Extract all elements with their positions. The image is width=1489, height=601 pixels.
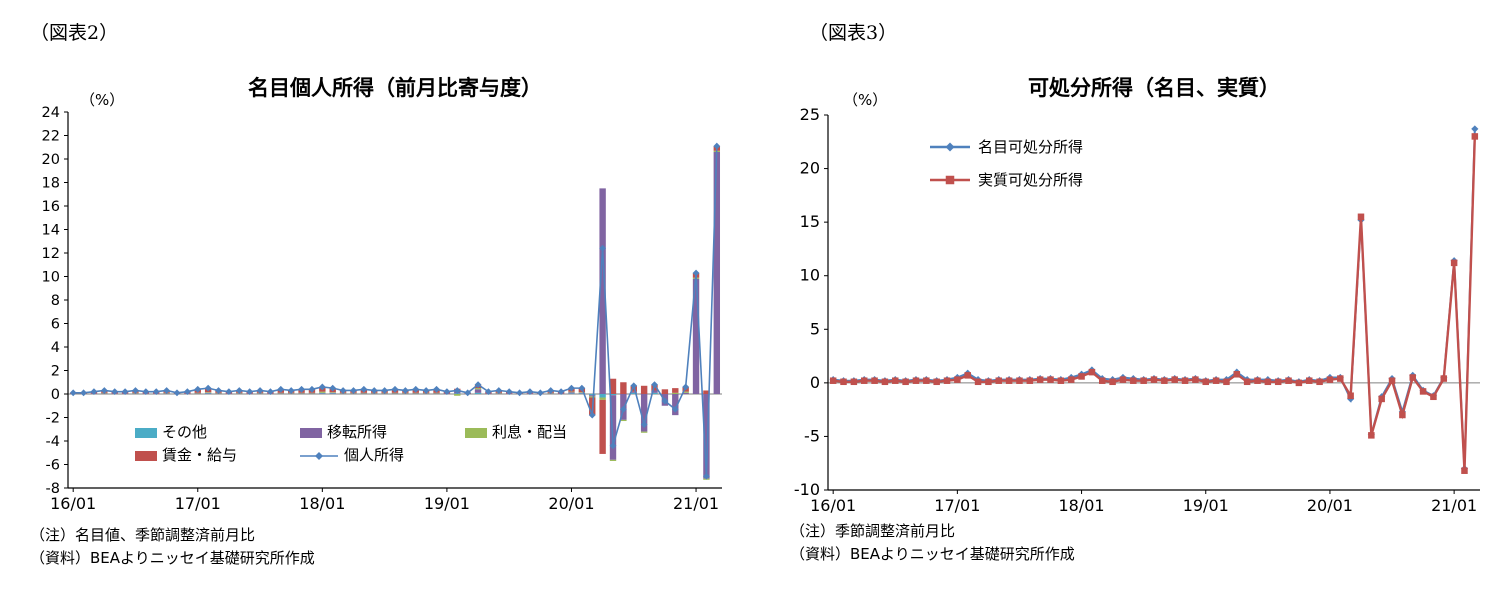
svg-text:24: 24 <box>42 105 60 121</box>
svg-text:10: 10 <box>42 270 60 286</box>
svg-text:19/01: 19/01 <box>424 494 470 513</box>
svg-text:19/01: 19/01 <box>1183 496 1229 515</box>
svg-text:18/01: 18/01 <box>299 494 345 513</box>
figure3-panel: （図表3） 可処分所得（名目、実質） （%） -10 -5 0 5 10 15 20 25 16… <box>745 0 1489 601</box>
figure3-label: （図表3） <box>809 22 898 44</box>
nominal-dpi-markers <box>829 125 1479 473</box>
svg-text:-2: -2 <box>46 411 60 427</box>
svg-text:賃金・給与: 賃金・給与 <box>162 446 237 464</box>
figure3-note: （注）季節調整済前月比 <box>790 522 956 540</box>
figure3-source: （資料）BEAよりニッセイ基礎研究所作成 <box>790 545 1075 563</box>
legend-swatch <box>465 428 487 438</box>
legend-swatch <box>300 428 322 438</box>
svg-text:-5: -5 <box>804 426 820 445</box>
svg-text:その他: その他 <box>162 423 207 441</box>
figure3-notes: （注）季節調整済前月比 （資料）BEAよりニッセイ基礎研究所作成 <box>790 520 1075 566</box>
svg-text:0: 0 <box>51 387 60 403</box>
svg-text:18/01: 18/01 <box>1059 496 1105 515</box>
legend-swatch <box>135 451 157 461</box>
svg-text:16/01: 16/01 <box>50 494 96 513</box>
svg-text:17/01: 17/01 <box>934 496 980 515</box>
svg-text:名目可処分所得: 名目可処分所得 <box>978 138 1083 156</box>
personal-income-markers <box>69 142 721 480</box>
svg-text:実質可処分所得: 実質可処分所得 <box>978 171 1083 189</box>
svg-text:21/01: 21/01 <box>673 494 719 513</box>
svg-text:21/01: 21/01 <box>1431 496 1477 515</box>
figure3-title: 可処分所得（名目、実質） <box>1028 76 1280 100</box>
svg-text:移転所得: 移転所得 <box>327 423 387 441</box>
svg-text:15: 15 <box>800 212 820 231</box>
figure2-note: （注）名目値、季節調整済前月比 <box>30 526 256 544</box>
svg-text:16/01: 16/01 <box>810 496 856 515</box>
svg-text:-8: -8 <box>46 481 60 497</box>
svg-text:18: 18 <box>42 176 60 192</box>
svg-text:-4: -4 <box>46 434 60 450</box>
svg-text:利息・配当: 利息・配当 <box>492 423 567 441</box>
svg-text:10: 10 <box>800 266 820 285</box>
axes: -10 -5 0 5 10 15 20 25 16/01 17/01 18/01 19/01 20/01… <box>794 105 1480 515</box>
svg-text:20: 20 <box>800 159 820 178</box>
figure2-title: 名目個人所得（前月比寄与度） <box>248 76 542 100</box>
svg-text:0: 0 <box>810 373 820 392</box>
real-dpi-markers <box>829 133 1479 474</box>
svg-text:22: 22 <box>42 129 60 145</box>
svg-text:25: 25 <box>800 105 820 124</box>
svg-text:17/01: 17/01 <box>175 494 221 513</box>
svg-text:4: 4 <box>51 340 60 356</box>
svg-text:20/01: 20/01 <box>548 494 594 513</box>
real-dpi-line <box>833 136 1477 471</box>
svg-text:2: 2 <box>51 364 60 380</box>
nominal-dpi-line <box>833 128 1476 469</box>
svg-text:14: 14 <box>42 223 60 239</box>
figure2-notes: （注）名目値、季節調整済前月比 （資料）BEAよりニッセイ基礎研究所作成 <box>30 524 315 570</box>
figure3-chart: -10 -5 0 5 10 15 20 25 16/01 17/01 18/01 19/01 20/01… <box>794 105 1480 515</box>
svg-text:5: 5 <box>810 319 820 338</box>
svg-text:20/01: 20/01 <box>1307 496 1353 515</box>
svg-text:-6: -6 <box>46 458 60 474</box>
svg-text:8: 8 <box>51 293 60 309</box>
figure2-unit-label: （%） <box>80 91 125 109</box>
figure2-source: （資料）BEAよりニッセイ基礎研究所作成 <box>30 549 315 567</box>
figure3-unit-label: （%） <box>843 91 888 109</box>
svg-text:16: 16 <box>42 199 60 215</box>
svg-text:-10: -10 <box>794 480 820 499</box>
figure2-panel: （図表2） 名目個人所得（前月比寄与度） （%） -8 -6 -4 -2 0 2 4 6 8 10… <box>30 22 722 570</box>
figure2-label: （図表2） <box>30 22 119 44</box>
svg-text:6: 6 <box>51 317 60 333</box>
svg-text:12: 12 <box>42 246 60 262</box>
svg-text:個人所得: 個人所得 <box>344 446 404 464</box>
svg-text:20: 20 <box>42 152 60 168</box>
legend-swatch <box>135 428 157 438</box>
